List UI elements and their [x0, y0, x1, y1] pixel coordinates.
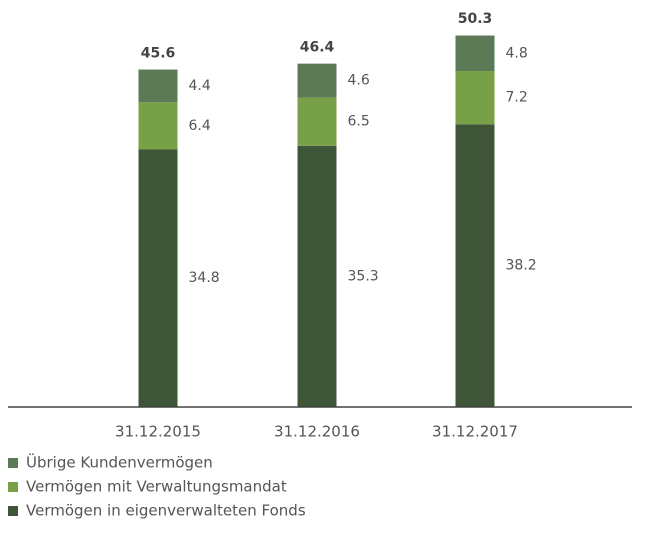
data-label: 6.5 [348, 114, 370, 130]
bar-segment [297, 63, 337, 98]
bar-segment [138, 102, 178, 150]
total-label: 46.4 [300, 40, 335, 56]
data-label: 6.4 [189, 118, 211, 134]
data-label: 35.3 [348, 268, 379, 284]
total-label: 50.3 [458, 11, 493, 27]
bar-segment [297, 97, 337, 146]
bar-segment [455, 71, 495, 125]
legend-swatch [8, 482, 18, 492]
data-label: 4.4 [189, 78, 211, 94]
data-label: 38.2 [506, 258, 537, 274]
bar-segment [297, 145, 337, 407]
data-label: 4.8 [506, 45, 528, 61]
legend-label: Vermögen in eigenverwalteten Fonds [26, 502, 306, 520]
x-tick-label: 31.12.2017 [432, 423, 518, 441]
legend-swatch [8, 506, 18, 516]
data-label: 34.8 [189, 270, 220, 286]
total-label: 45.6 [141, 46, 176, 62]
x-tick-label: 31.12.2015 [115, 423, 201, 441]
bar-segment [138, 149, 178, 408]
data-label: 4.6 [348, 73, 370, 89]
bar-segment [138, 69, 178, 103]
bar-segment [455, 35, 495, 72]
x-tick-label: 31.12.2016 [274, 423, 360, 441]
bar-segment [455, 124, 495, 407]
data-label: 7.2 [506, 90, 528, 106]
legend-label: Übrige Kundenvermögen [26, 453, 213, 472]
legend-swatch [8, 458, 18, 468]
legend-label: Vermögen mit Verwaltungsmandat [26, 478, 287, 496]
